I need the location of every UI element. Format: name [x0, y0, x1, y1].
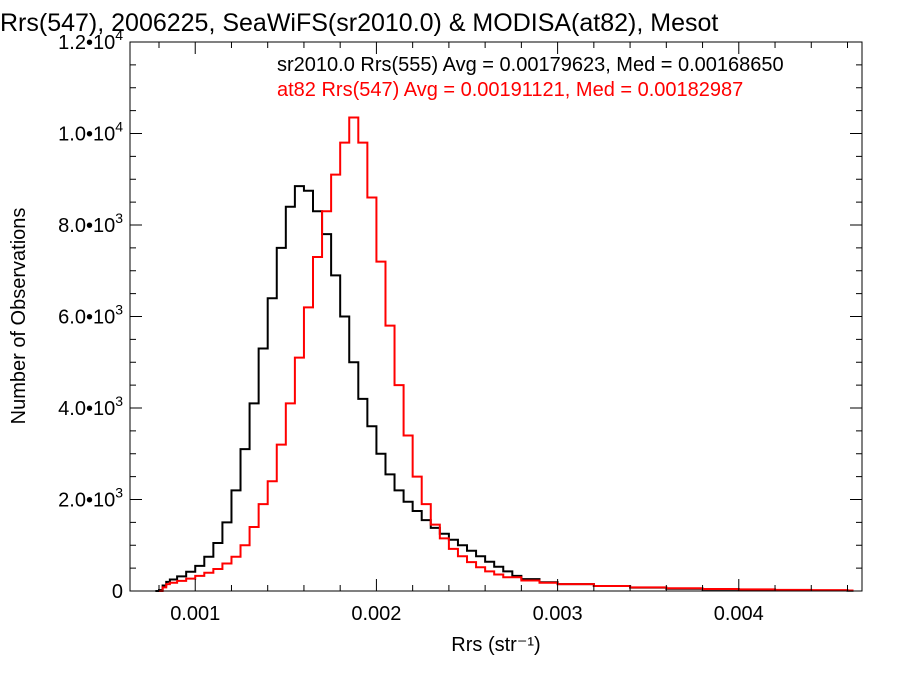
x-axis-label: Rrs (str⁻¹)	[451, 634, 540, 656]
y-tick-label: 4.0•103	[58, 393, 123, 420]
y-tick-label: 2.0•103	[58, 485, 123, 512]
x-tick-label: 0.002	[351, 603, 401, 625]
y-tick-label: 0	[112, 581, 123, 603]
chart-title: Rrs(547), 2006225, SeaWiFS(sr2010.0) & M…	[0, 9, 718, 37]
x-tick-label: 0.001	[170, 603, 220, 625]
series-line-1	[158, 116, 854, 592]
series-layer	[155, 116, 854, 592]
ticks-layer: 0.001 0.002 0.003 0.004 0 2.0•103 4.0•103 6.0•1…	[58, 27, 862, 625]
y-tick-label: 1.2•104	[58, 27, 123, 54]
legend: sr2010.0 Rrs(555) Avg = 0.00179623, Med …	[277, 54, 784, 101]
legend-entry-series-1: at82 Rrs(547) Avg = 0.00191121, Med = 0.…	[277, 79, 743, 101]
y-axis-label: Number of Observations	[8, 208, 30, 425]
legend-entry-series-0: sr2010.0 Rrs(555) Avg = 0.00179623, Med …	[277, 54, 784, 76]
x-tick-label: 0.004	[714, 603, 764, 625]
x-tick-label: 0.003	[533, 603, 583, 625]
y-tick-label: 1.0•104	[58, 119, 123, 146]
plot-frame	[129, 41, 863, 592]
y-tick-label: 8.0•103	[58, 210, 123, 237]
y-tick-label: 6.0•103	[58, 302, 123, 329]
series-line-0	[155, 185, 854, 592]
